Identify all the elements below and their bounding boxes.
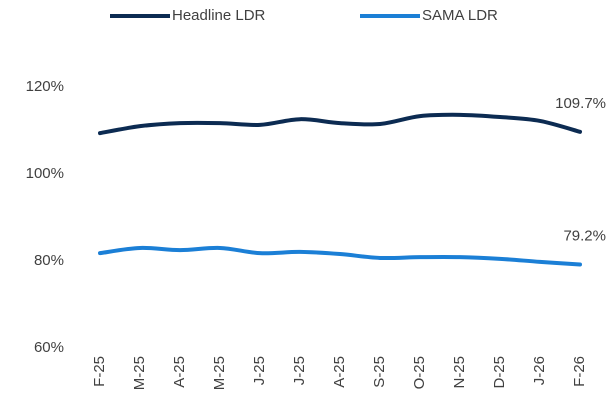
data-label: 79.2% [563, 227, 606, 244]
x-tick-label: F-26 [571, 356, 588, 387]
x-tick-label: S-25 [371, 356, 388, 388]
x-tick-label: J-26 [531, 356, 548, 385]
x-tick-label: A-25 [331, 356, 348, 388]
series-line [98, 245, 582, 267]
x-tick-label: D-25 [491, 356, 508, 389]
x-tick-label: O-25 [411, 356, 428, 389]
x-tick-label: J-25 [291, 356, 308, 385]
x-tick-label: N-25 [451, 356, 468, 389]
y-tick-label: 60% [34, 339, 64, 356]
y-tick-label: 80% [34, 252, 64, 269]
y-tick-label: 100% [26, 165, 64, 182]
legend-label: Headline LDR [172, 7, 266, 24]
series-line [98, 112, 582, 136]
x-tick-label: F-25 [91, 356, 108, 387]
data-label: 109.7% [555, 95, 606, 112]
x-tick-label: A-25 [171, 356, 188, 388]
y-tick-label: 120% [26, 78, 64, 95]
x-tick-label: M-25 [131, 356, 148, 390]
legend-label: SAMA LDR [422, 7, 498, 24]
x-tick-label: J-25 [251, 356, 268, 385]
x-tick-label: M-25 [211, 356, 228, 390]
